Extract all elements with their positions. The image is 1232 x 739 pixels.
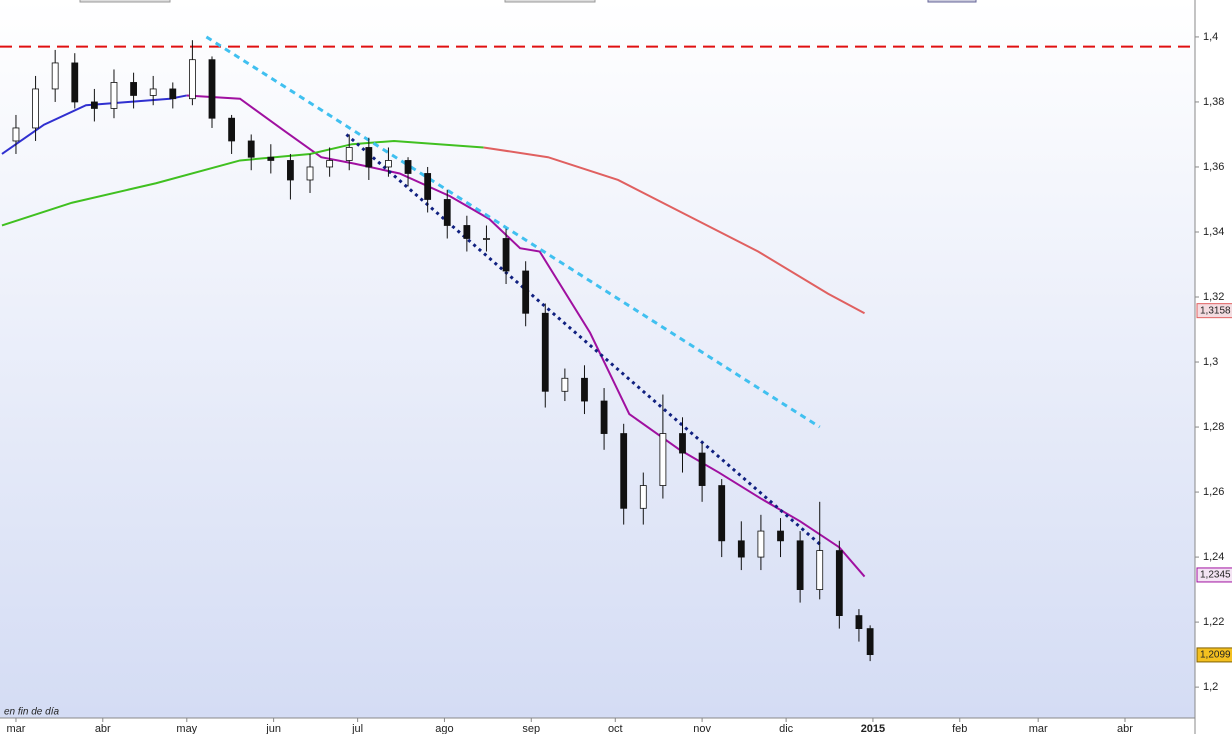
candle-body: [620, 433, 628, 509]
candle-body: [149, 88, 157, 96]
candle-body: [737, 540, 745, 558]
x-tick-label: oct: [608, 723, 623, 734]
candle-body: [541, 312, 549, 392]
candle-body: [287, 160, 294, 181]
candle-body: [855, 615, 863, 629]
x-tick-label: mar: [1029, 723, 1048, 734]
toolbar-button[interactable]: [79, 0, 171, 3]
y-tick-label: 1,34: [1203, 226, 1224, 238]
candle-body: [561, 377, 569, 392]
candle-body: [659, 433, 667, 486]
candle-body: [816, 550, 824, 590]
candle-body: [777, 530, 784, 542]
x-tick-label: 2015: [861, 723, 885, 734]
y-tick-label: 1,22: [1203, 616, 1224, 628]
x-tick-label: abr: [1117, 723, 1133, 734]
y-tick-label: 1,32: [1203, 291, 1224, 303]
candle-body: [404, 160, 412, 174]
x-tick-label: may: [176, 723, 197, 734]
toolbar-button[interactable]: [504, 0, 596, 3]
x-tick-label: nov: [693, 723, 711, 734]
y-tick-label: 1,26: [1203, 486, 1224, 498]
y-tick-label: 1,4: [1203, 31, 1218, 43]
candle-body: [110, 82, 118, 109]
x-tick-label: feb: [952, 723, 967, 734]
candle-body: [522, 270, 530, 314]
candle-body: [71, 62, 79, 103]
candle-body: [365, 147, 373, 168]
period-note: en fin de día: [4, 707, 59, 718]
candle-body: [208, 59, 216, 119]
candle-body: [90, 101, 98, 109]
candle-body: [267, 156, 275, 161]
candle-body: [463, 225, 471, 239]
y-tick-label: 1,38: [1203, 96, 1224, 108]
candle-body: [718, 485, 726, 542]
toolbar-button[interactable]: [927, 0, 977, 3]
plot-background: [0, 0, 1195, 718]
trend-line: [205, 35, 821, 429]
candle-body: [51, 62, 59, 90]
candle-body: [228, 117, 236, 142]
candle-body: [483, 238, 490, 240]
x-tick-label: jun: [265, 723, 281, 734]
candle-body: [679, 433, 686, 454]
candle-body: [639, 485, 647, 509]
y-tick-label: 1,3: [1203, 356, 1218, 368]
x-tick-label: sep: [522, 723, 540, 734]
candle-body: [796, 540, 804, 590]
x-tick-label: mar: [6, 723, 25, 734]
y-tick-label: 1,24: [1203, 551, 1224, 563]
candle-body: [385, 160, 392, 168]
price-tag: [1196, 567, 1232, 583]
candle-body: [424, 173, 432, 200]
candle-body: [130, 82, 137, 96]
candle-body: [757, 530, 765, 558]
candle-body: [32, 88, 39, 129]
candle-body: [698, 452, 706, 486]
price-tag: [1196, 303, 1232, 319]
price-tag: [1196, 647, 1232, 663]
y-tick-label: 1,2: [1203, 681, 1218, 693]
moving-average: [1, 139, 484, 227]
x-tick-label: ago: [435, 723, 453, 734]
candle-body: [835, 550, 843, 616]
candle-body: [306, 166, 314, 181]
candle-body: [502, 238, 510, 272]
candle-body: [247, 140, 255, 158]
candle-body: [169, 88, 177, 100]
candle-body: [600, 400, 608, 434]
candle-body: [326, 160, 334, 168]
candle-body: [345, 147, 353, 161]
x-tick-label: jul: [351, 723, 363, 734]
moving-average: [483, 146, 866, 315]
price-tag-label: 1,3158: [1200, 305, 1231, 316]
candle-body: [866, 628, 874, 656]
price-tag-label: 1,2345: [1200, 570, 1231, 581]
x-tick-label: dic: [779, 723, 794, 734]
candle-body: [188, 59, 196, 100]
y-tick-label: 1,36: [1203, 161, 1224, 173]
x-tick-label: abr: [95, 723, 111, 734]
candle-body: [581, 377, 588, 402]
candle-body: [443, 199, 451, 226]
price-tag-label: 1,2099: [1200, 650, 1231, 661]
y-tick-label: 1,28: [1203, 421, 1224, 433]
candle-body: [12, 127, 20, 142]
